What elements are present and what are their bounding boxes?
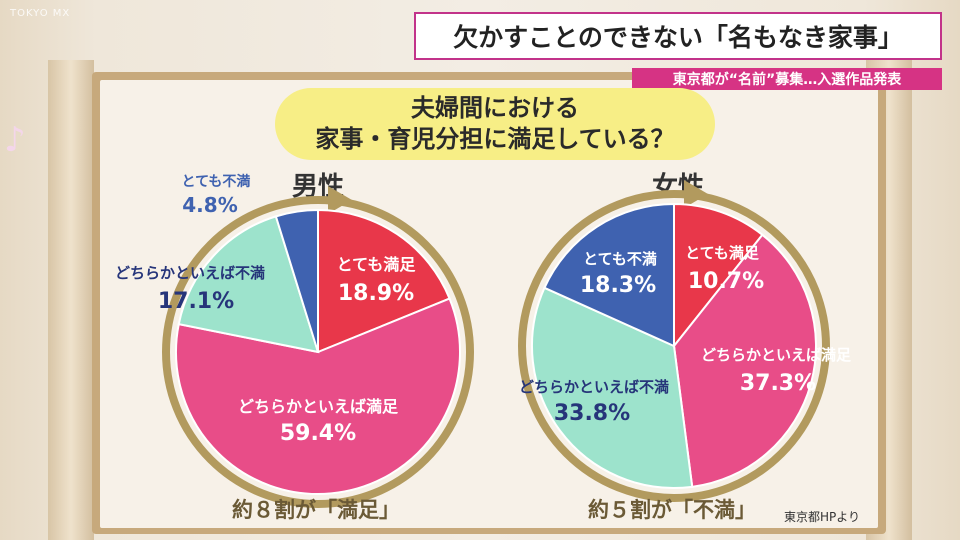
female-slice-value: 10.7% — [688, 269, 764, 294]
male-slice-value: 17.1% — [158, 289, 234, 314]
question-line-2: 家事・育児分担に満足している？ — [315, 125, 675, 153]
female-slice-label: どちらかといえば満足 — [701, 346, 852, 364]
male-slice-very-dissatisfied — [274, 208, 319, 353]
female-slice-label: とても満足 — [685, 244, 760, 262]
female-slice-very-satisfied — [673, 202, 764, 349]
headline-caption: 欠かすことのできない「名もなき家事」 — [414, 12, 942, 60]
male-slice-label: とても満足 — [337, 255, 417, 274]
music-note-icon: ♪ — [4, 120, 26, 160]
female-slice-label: どちらかといえば不満 — [519, 378, 669, 396]
male-slice-label: とても不満 — [182, 173, 251, 190]
male-arrow-head — [328, 186, 352, 214]
male-slice-value: 4.8% — [182, 193, 237, 217]
subheadline-caption: 東京都が“名前”募集…入選作品発表 — [632, 68, 942, 90]
female-arrow-ring — [518, 190, 830, 502]
female-slice-somewhat-satisfied — [672, 233, 817, 488]
male-slice-somewhat-dissatisfied — [177, 215, 320, 354]
female-slice-value: 18.3% — [580, 273, 656, 298]
female-arrow-head — [684, 180, 708, 208]
female-slice-somewhat-dissatisfied — [531, 286, 694, 489]
female-slice-very-dissatisfied — [543, 202, 675, 348]
female-slice-value: 33.8% — [554, 401, 630, 426]
question-banner: 夫婦間における 家事・育児分担に満足している？ — [275, 88, 715, 160]
male-slice-value: 18.9% — [338, 281, 414, 306]
male-slice-label: どちらかといえば満足 — [238, 397, 399, 416]
male-arrow-ring — [162, 196, 474, 508]
female-slice-value: 37.3% — [740, 371, 816, 396]
female-slice-label: とても不満 — [583, 250, 657, 268]
male-slice-very-satisfied — [317, 208, 451, 354]
summary-male: 約８割が「満足」 — [232, 498, 400, 522]
channel-watermark: TOKYO MX — [10, 8, 71, 19]
studio-pillar-left — [48, 60, 94, 540]
male-slice-value: 59.4% — [280, 421, 356, 446]
question-line-1: 夫婦間における — [411, 94, 579, 122]
male-slice-somewhat-satisfied — [175, 297, 461, 495]
male-slice-label: どちらかといえば不満 — [115, 264, 265, 282]
source-credit: 東京都HPより — [784, 510, 861, 524]
summary-female: 約５割が「不満」 — [588, 498, 756, 522]
